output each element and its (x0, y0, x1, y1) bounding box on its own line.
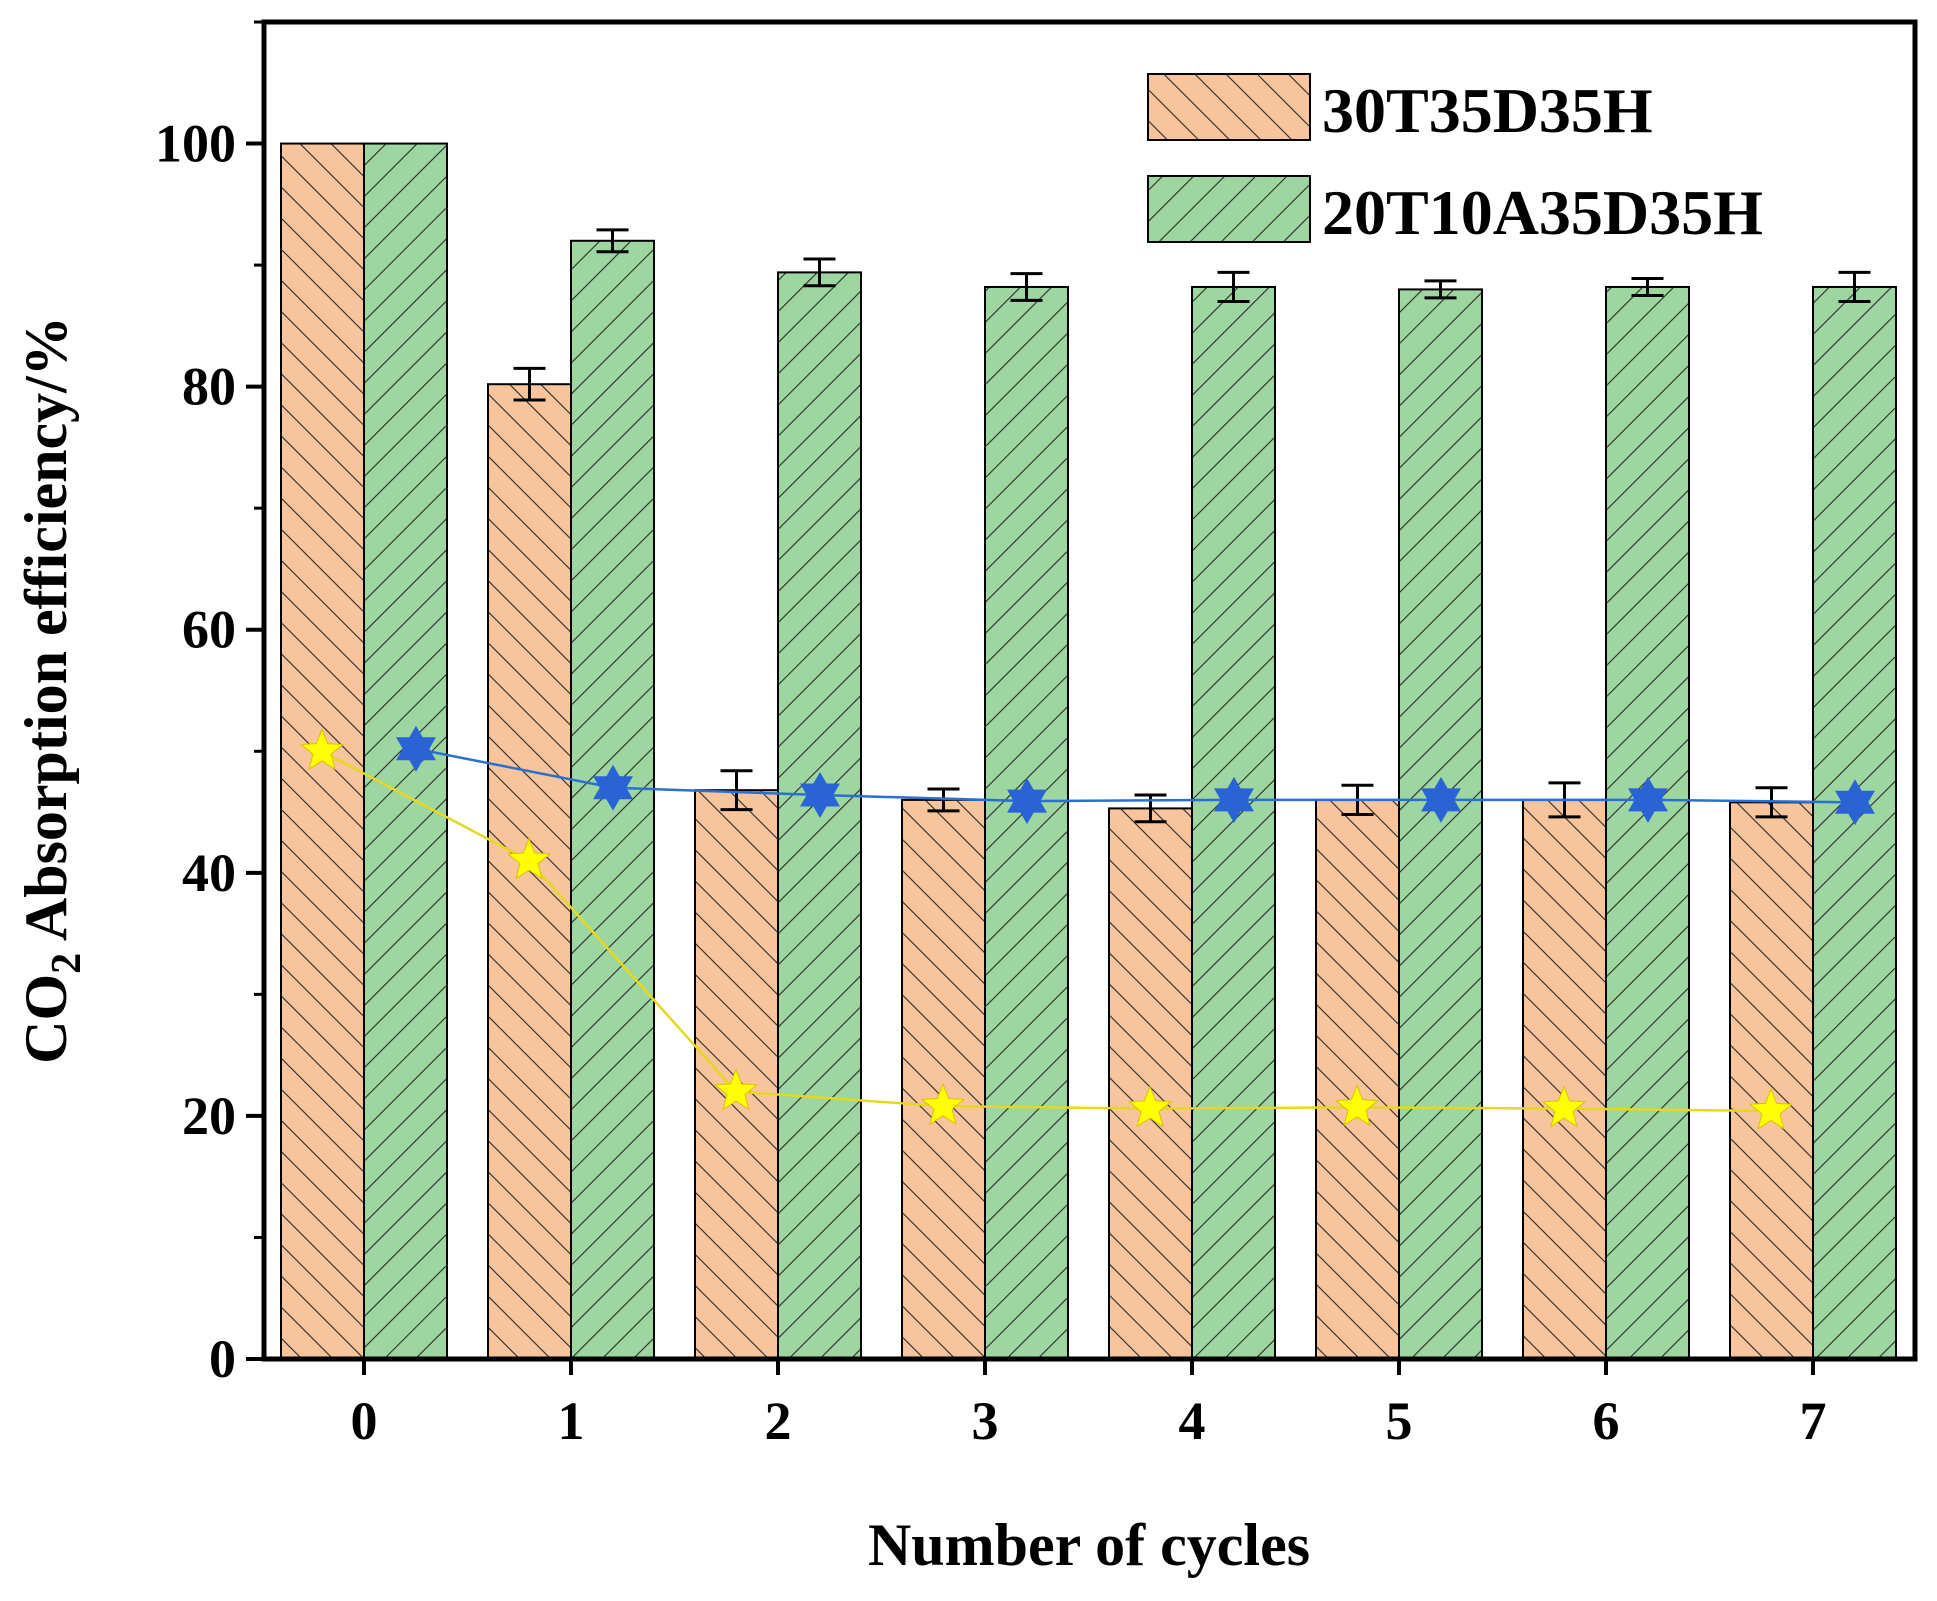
x-tick-label-0: 0 (351, 1391, 378, 1451)
error-bar-series-1-cycle-1 (513, 366, 546, 402)
y-axis-title-subscript: 2 (44, 953, 90, 974)
bar-series-1-cycle-3 (901, 798, 986, 1360)
line-series-1-marker-cycle-0 (299, 727, 345, 771)
line-series-1-marker-cycle-1 (506, 837, 552, 880)
bar-series-1-cycle-4 (1108, 807, 1193, 1360)
x-tick-label-3: 3 (972, 1391, 999, 1451)
bar-series-1-cycle-1 (487, 383, 572, 1360)
x-tick-label-2: 2 (765, 1391, 792, 1451)
bars-layer (280, 142, 1897, 1361)
line-series-2-marker-cycle-0 (396, 725, 436, 772)
y-tick-label-40: 40 (182, 843, 236, 903)
bar-series-2-cycle-6 (1605, 285, 1690, 1360)
error-bar-series-2-cycle-5 (1424, 279, 1457, 300)
line-series-2-marker-cycle-4 (1214, 776, 1254, 823)
x-tick-label-7: 7 (1800, 1391, 1827, 1451)
error-bar-series-2-cycle-3 (1010, 272, 1043, 302)
y-axis-title: CO2 Absorption efficiency/% (13, 316, 90, 1064)
x-axis-title: Number of cycles (868, 1512, 1310, 1578)
error-bar-series-2-cycle-4 (1217, 270, 1250, 304)
y-axis-title-suffix: Absorption efficiency/% (13, 316, 79, 953)
legend-label-series-2: 20T10A35D35H (1322, 177, 1763, 248)
line-series-1-marker-cycle-4 (1127, 1085, 1173, 1128)
error-bar-series-2-cycle-2 (803, 257, 836, 288)
legend: 30T35D35H 20T10A35D35H (1147, 73, 1763, 248)
plot-area: 0 20 40 60 80 100 0 1 2 3 4 5 6 7 (155, 19, 1918, 1451)
line-series-1-marker-cycle-5 (1334, 1084, 1380, 1127)
legend-swatch-series-2 (1147, 175, 1311, 243)
y-tick-label-0: 0 (209, 1329, 236, 1389)
bar-series-1-cycle-7 (1729, 801, 1814, 1360)
bar-series-2-cycle-4 (1191, 285, 1276, 1360)
y-tick-label-100: 100 (155, 114, 236, 174)
axes-layer: 0 20 40 60 80 100 0 1 2 3 4 5 6 7 (155, 20, 1827, 1451)
error-bars-layer (513, 228, 1871, 824)
x-tick-label-6: 6 (1593, 1391, 1620, 1451)
y-tick-label-60: 60 (182, 600, 236, 660)
y-tick-label-20: 20 (182, 1086, 236, 1146)
bar-series-2-cycle-5 (1398, 288, 1483, 1360)
error-bar-series-1-cycle-2 (720, 769, 753, 812)
lines-layer (299, 725, 1875, 1130)
line-series-2-marker-cycle-3 (1007, 778, 1047, 825)
y-axis-title-prefix: CO (13, 974, 79, 1064)
error-bar-series-2-cycle-6 (1631, 276, 1664, 297)
line-series-2-marker-cycle-6 (1628, 776, 1668, 823)
line-series-1-marker-cycle-6 (1541, 1085, 1587, 1128)
line-series-1 (321, 750, 1772, 1113)
bar-series-1-cycle-5 (1315, 798, 1400, 1360)
line-series-2-marker-cycle-7 (1835, 779, 1875, 826)
line-series-2-marker-cycle-1 (593, 764, 633, 811)
line-series-1-marker-cycle-3 (920, 1082, 966, 1126)
line-series-1-marker-cycle-2 (713, 1068, 759, 1111)
x-tick-label-1: 1 (558, 1391, 585, 1451)
y-tick-label-80: 80 (182, 357, 236, 417)
error-bar-series-2-cycle-1 (596, 228, 629, 254)
legend-swatch-series-1 (1147, 73, 1311, 141)
line-series-2-marker-cycle-2 (800, 772, 840, 818)
error-bar-series-2-cycle-7 (1838, 270, 1871, 304)
line-series-1-marker-cycle-7 (1748, 1087, 1794, 1130)
line-series-2 (415, 747, 1856, 804)
line-series-2-marker-cycle-5 (1421, 776, 1461, 823)
x-tick-label-5: 5 (1386, 1391, 1413, 1451)
bar-series-1-cycle-6 (1522, 798, 1607, 1360)
x-tick-label-4: 4 (1179, 1391, 1206, 1451)
legend-label-series-1: 30T35D35H (1322, 75, 1653, 146)
plot-frame (261, 19, 1918, 1362)
